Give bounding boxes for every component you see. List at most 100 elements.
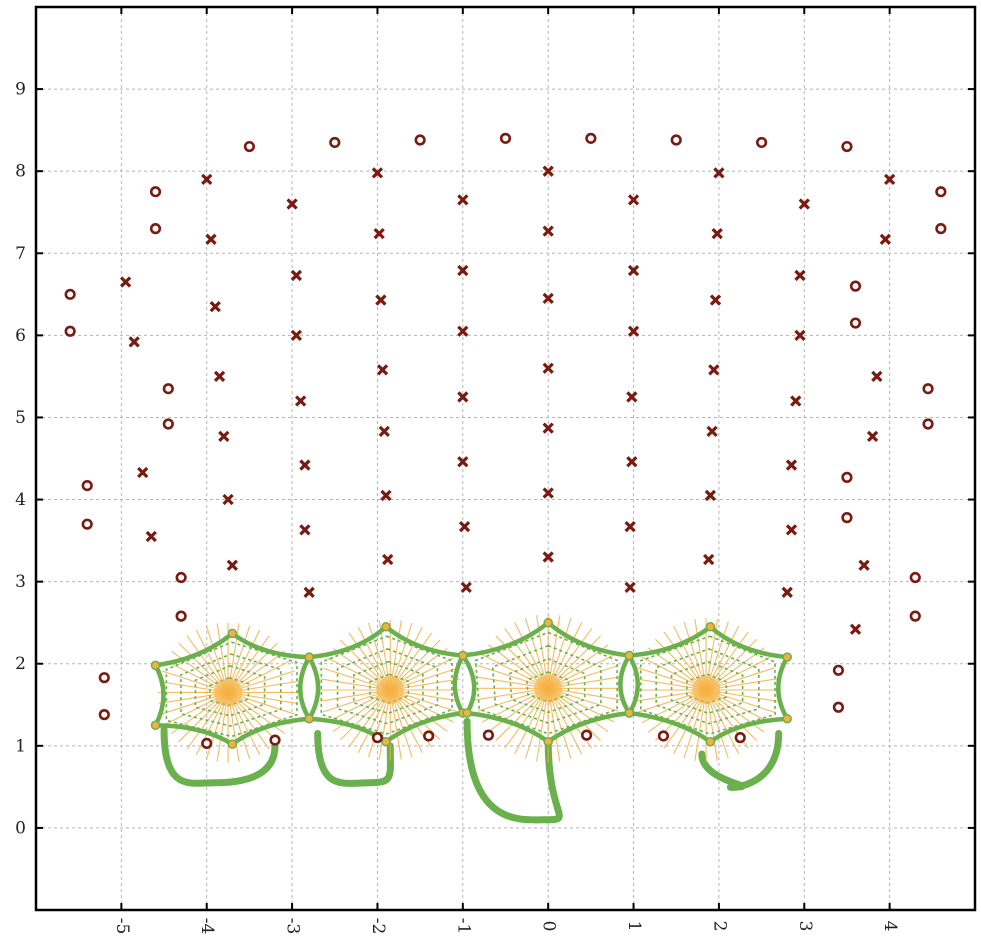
x-marker: [457, 264, 469, 277]
circle-marker: [149, 186, 162, 198]
grid-lines: [36, 7, 975, 910]
x-marker: [866, 430, 879, 442]
circle-marker: [423, 730, 435, 742]
x-marker: [542, 292, 554, 305]
x-marker: [205, 233, 217, 245]
loop-curves: [160, 717, 783, 824]
rosettes: [150, 614, 792, 763]
y-tick-label: 6: [15, 326, 26, 346]
x-marker: [785, 524, 798, 536]
y-tick-label: 5: [15, 408, 26, 428]
x-marker: [794, 329, 806, 341]
circle-marker: [849, 317, 862, 329]
rosette-vertex: [381, 736, 391, 747]
x-tick-label: 0: [539, 921, 559, 932]
y-tick-label: 0: [15, 818, 26, 838]
circle-marker: [162, 383, 174, 395]
x-marker: [145, 530, 157, 543]
rosette-ring: [336, 648, 439, 725]
circle-marker: [841, 471, 853, 483]
rosette: [624, 618, 792, 762]
x-tick-label: -2: [368, 918, 388, 935]
circle-marker: [657, 730, 670, 742]
circle-marker: [670, 134, 682, 146]
y-tick-label: 3: [15, 572, 26, 592]
x-marker: [627, 264, 640, 277]
rosette-vertex: [227, 628, 238, 639]
rosette-vertex: [304, 713, 314, 724]
circle-marker: [81, 518, 93, 530]
x-marker: [137, 466, 149, 479]
x-marker: [458, 521, 471, 533]
x-tick-label: -5: [112, 918, 132, 935]
rosette-vertex: [381, 622, 391, 632]
circle-marker: [98, 709, 110, 721]
x-marker: [380, 489, 392, 502]
x-marker: [286, 198, 298, 210]
x-marker: [378, 425, 390, 438]
rosette-vertex: [624, 708, 635, 718]
circle-marker: [64, 288, 76, 300]
x-marker: [704, 489, 717, 502]
rosette-vertex: [705, 622, 716, 632]
x-marker: [626, 456, 638, 468]
rosette-vertex: [782, 713, 792, 724]
rosette-vertex: [458, 650, 468, 661]
loop-curve: [160, 725, 279, 787]
circle-marker: [841, 512, 853, 524]
x-marker: [785, 459, 798, 471]
circle-marker: [269, 734, 281, 746]
rosette-ring: [352, 660, 424, 715]
circle-marker: [201, 737, 213, 749]
x-marker: [879, 233, 891, 245]
circle-marker: [832, 664, 845, 676]
x-marker: [376, 364, 389, 376]
rosette: [458, 614, 635, 763]
x-tick-label: -4: [197, 918, 217, 935]
x-marker: [542, 165, 554, 177]
circle-marker: [909, 571, 921, 584]
x-marker: [371, 167, 384, 179]
x-marker: [713, 167, 725, 179]
circle-marker: [841, 140, 853, 153]
rosette-vertex: [227, 739, 238, 749]
x-marker: [849, 623, 862, 635]
x-marker: [709, 294, 722, 306]
x-marker: [382, 553, 394, 566]
x-marker: [457, 456, 469, 468]
rosette-vertex: [150, 720, 161, 731]
x-marker: [303, 586, 315, 598]
rosette: [150, 622, 314, 763]
y-tick-label: 1: [15, 736, 26, 756]
rosette-center: [214, 678, 243, 707]
circle-marker: [935, 186, 947, 198]
circle-marker: [371, 732, 384, 744]
x-marker: [457, 325, 469, 337]
x-marker: [624, 581, 636, 594]
loop-curve: [314, 730, 394, 787]
y-tick-label: 4: [15, 490, 26, 510]
rosette-vertex: [543, 617, 553, 628]
rosette-vertex: [782, 652, 792, 662]
x-marker: [627, 325, 640, 337]
x-marker: [457, 194, 469, 206]
rosette-vertex: [304, 652, 314, 662]
circle-marker: [329, 136, 341, 149]
rosette-ring: [491, 644, 602, 724]
circle-marker: [734, 732, 746, 744]
x-marker: [711, 227, 723, 240]
rosette-ring: [320, 635, 453, 735]
circle-marker: [909, 610, 921, 622]
data-markers: [64, 132, 947, 749]
x-marker: [299, 459, 311, 471]
circle-marker: [755, 136, 768, 149]
rosette-ring: [180, 653, 282, 727]
rosette-ring: [670, 660, 744, 715]
circle-marker: [935, 223, 947, 235]
x-marker: [290, 329, 302, 341]
x-marker: [542, 551, 554, 563]
rosette-ring: [508, 657, 586, 714]
circle-marker: [849, 280, 862, 292]
loop-curve: [698, 730, 783, 791]
x-marker: [790, 395, 802, 407]
